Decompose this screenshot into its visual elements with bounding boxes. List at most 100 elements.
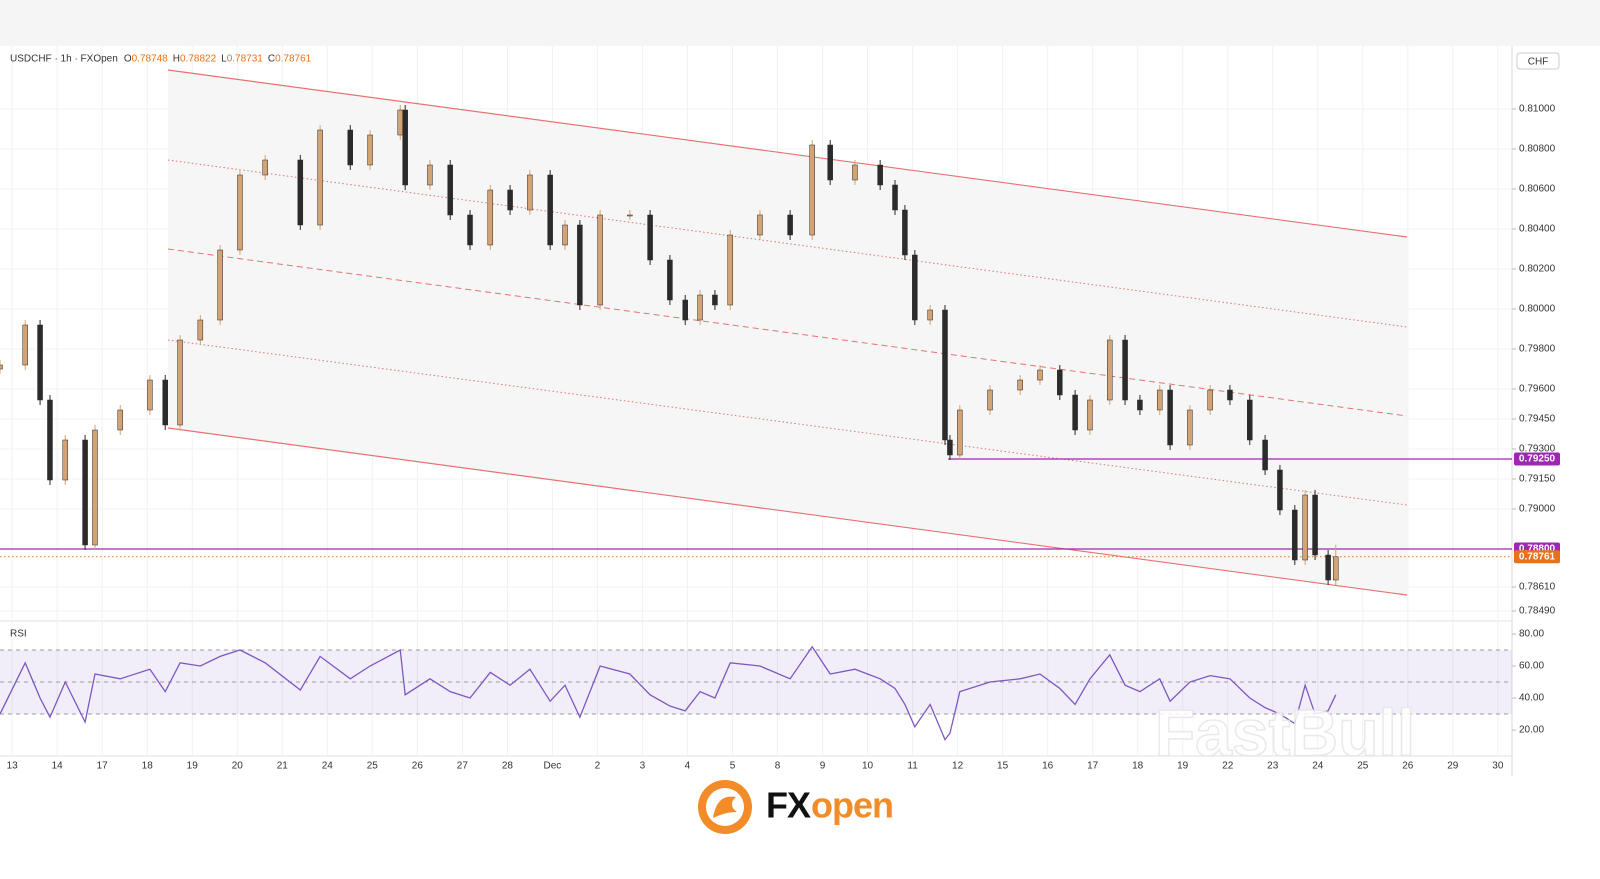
candle-body (447, 164, 453, 216)
main-layer (0, 69, 1512, 741)
rsi-title: RSI (10, 629, 27, 640)
level-label-box (1514, 452, 1560, 466)
label-layer: USDCHF · 1h · FXOpen O 0.78748 H 0.78822 L 0.7… (7, 54, 1560, 772)
candle-body (527, 174, 533, 211)
candle-body (427, 164, 433, 186)
candle-body (1017, 379, 1023, 391)
candle-body (627, 214, 633, 217)
candle-body (147, 379, 153, 411)
candle-body (809, 144, 815, 236)
candle-body (597, 214, 603, 306)
candle-body (62, 439, 69, 481)
candle-body (1207, 389, 1213, 411)
candle-body (1302, 494, 1308, 561)
candle-body (1247, 399, 1253, 441)
x-tick-label: 19 (187, 761, 199, 772)
candle-body (1057, 369, 1063, 396)
candle-body (852, 164, 858, 181)
x-tick-label: 30 (1492, 761, 1504, 772)
y-tick-label: 0.79300 (1519, 444, 1556, 455)
channel-line (167, 159, 1407, 328)
candle-body (367, 134, 373, 166)
x-tick-label: 29 (1447, 761, 1459, 772)
candle-body (47, 399, 53, 481)
x-tick-label: 17 (97, 761, 109, 772)
rsi-tick-label: 40.00 (1519, 693, 1544, 704)
rsi-tick-label: 20.00 (1519, 725, 1544, 736)
ohlc-key: O (124, 54, 132, 65)
x-tick-label: 4 (685, 761, 691, 772)
candle-body (757, 214, 763, 236)
x-tick-label: 15 (997, 761, 1009, 772)
candle-body (727, 234, 733, 306)
x-tick-label: 24 (1312, 761, 1324, 772)
candle-body (987, 389, 993, 411)
logo-mark (713, 796, 737, 818)
symbol: USDCHF · 1h · FXOpen (10, 54, 118, 65)
candle-body (467, 214, 473, 246)
ohlc-key: L (221, 54, 227, 65)
candle-body (262, 159, 268, 176)
y-tick-label: 0.78490 (1519, 606, 1556, 617)
candle-body (117, 409, 123, 431)
level-label: 0.78800 (1519, 544, 1556, 555)
x-tick-label: 18 (1132, 761, 1144, 772)
x-tick-label: 25 (1357, 761, 1369, 772)
currency-box (1516, 52, 1560, 70)
candle-body (1122, 339, 1128, 401)
candle-body (947, 439, 953, 456)
x-tick-label: 18 (142, 761, 154, 772)
y-tick-label: 0.79150 (1519, 474, 1556, 485)
candle-body (877, 164, 883, 186)
x-tick-label: 28 (502, 761, 514, 772)
x-tick-label: 13 (7, 761, 19, 772)
candle-body (1072, 394, 1078, 431)
x-tick-label: 10 (862, 761, 874, 772)
rsi-band (0, 650, 1512, 715)
x-tick-label: 26 (412, 761, 424, 772)
x-tick-label: 11 (907, 761, 918, 772)
x-tick-label: 16 (1042, 761, 1054, 772)
candle-body (1262, 439, 1268, 471)
logo-prefix: FX (766, 785, 811, 826)
y-tick-label: 0.79000 (1519, 504, 1556, 515)
channel-line (167, 69, 1407, 238)
ohlc-key: C (268, 54, 275, 65)
ohlc-value: 0.78822 (180, 54, 217, 65)
candle-body (827, 144, 833, 181)
candle-body (1312, 494, 1318, 556)
candle-body (1156, 389, 1163, 411)
candle-body (562, 224, 568, 246)
channel-line (167, 248, 1407, 417)
candle-body (1137, 399, 1143, 411)
candle-body (667, 259, 673, 301)
candle-body (92, 429, 98, 546)
candle-body (1227, 389, 1233, 401)
x-tick-label: 5 (730, 761, 736, 772)
candle-body (1167, 389, 1173, 446)
x-tick-label: 27 (457, 761, 469, 772)
x-tick-label: 17 (1087, 761, 1099, 772)
candle-body (237, 174, 243, 251)
candle-body (297, 159, 304, 226)
y-tick-label: 0.80600 (1519, 184, 1556, 195)
channel-line (167, 427, 1407, 596)
candle-body (317, 129, 323, 226)
logo: FX open (698, 780, 894, 834)
candle-body (347, 129, 354, 166)
candle-body (177, 339, 183, 426)
y-tick-label: 0.79600 (1519, 384, 1556, 395)
candle-body (22, 324, 28, 366)
y-tick-label: 0.80200 (1519, 264, 1556, 275)
x-tick-label: 19 (1177, 761, 1189, 772)
ohlc-value: 0.78761 (275, 54, 312, 65)
x-tick-label: 8 (775, 761, 781, 772)
candle-body (547, 174, 553, 246)
y-tick-label: 0.79450 (1519, 414, 1556, 425)
watermark: FastBull (1155, 695, 1415, 769)
level-label: 0.78761 (1519, 551, 1556, 562)
candle-body (82, 439, 88, 546)
candle-body (892, 184, 898, 211)
candle-body (1087, 399, 1093, 431)
